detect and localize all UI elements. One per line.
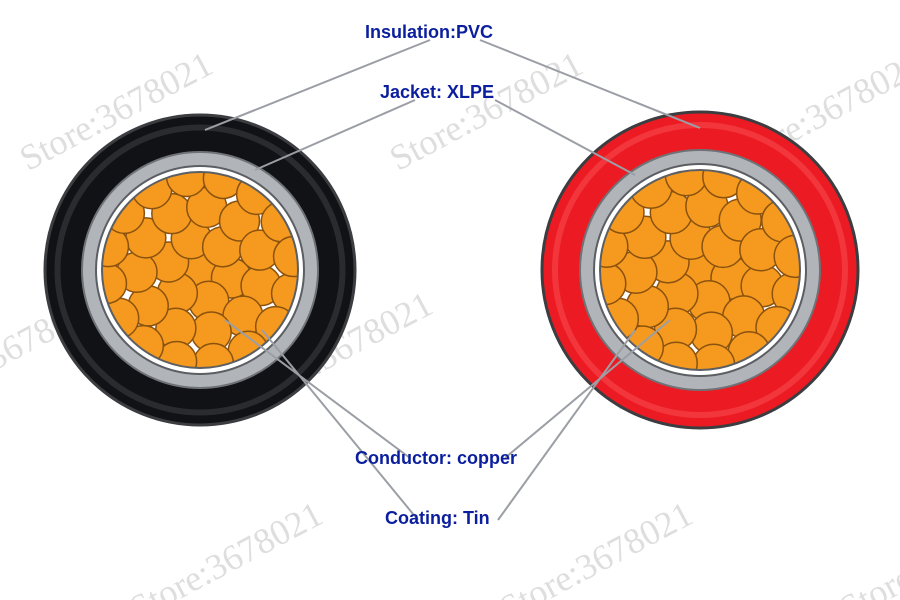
label-insulation: Insulation:PVC xyxy=(365,22,493,43)
diagram-root: Store:3678021Store:3678021Store:3678021S… xyxy=(0,0,900,600)
watermark-text: Store:3678021 xyxy=(123,493,330,600)
watermark-text: Store:3678021 xyxy=(493,493,700,600)
cable-cross-section-black xyxy=(41,111,359,429)
label-coating: Coating: Tin xyxy=(385,508,490,529)
cable-cross-section-red xyxy=(538,108,862,432)
label-jacket: Jacket: XLPE xyxy=(380,82,494,103)
watermark-text: Store:3678021 xyxy=(833,493,900,600)
label-conductor: Conductor: copper xyxy=(355,448,517,469)
